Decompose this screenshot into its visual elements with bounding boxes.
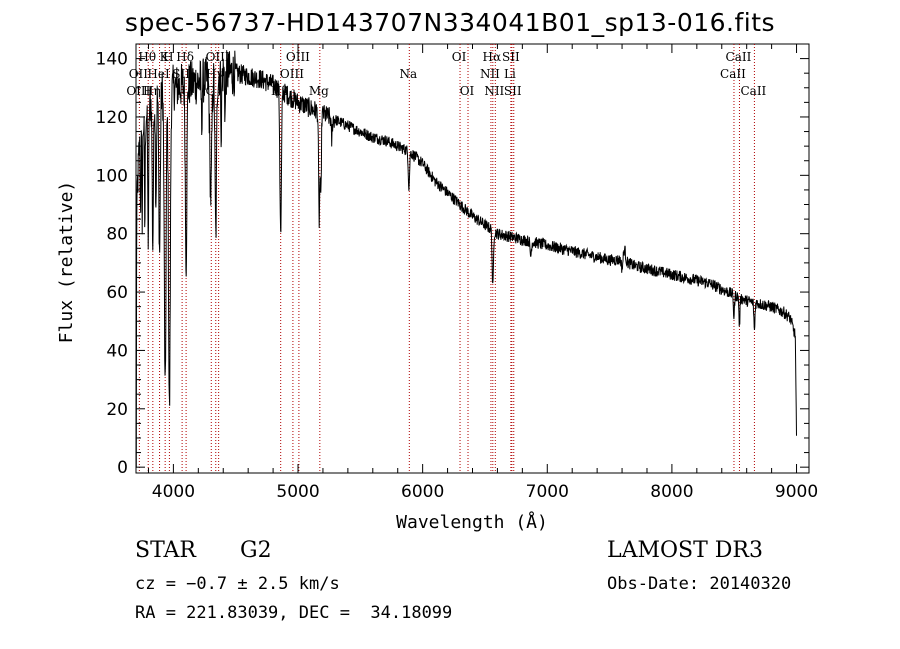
observation-date: Obs-Date: 20140320 [607, 574, 792, 594]
x-tick-label: 4000 [152, 482, 195, 502]
y-axis-label: Flux (relative) [56, 181, 77, 344]
line-label: HeI [147, 67, 170, 81]
line-label: CaII [726, 50, 752, 64]
y-tick-label: 60 [106, 283, 128, 303]
line-label: OIII [206, 50, 230, 64]
line-label: NII [480, 67, 500, 81]
line-label: OI [460, 84, 475, 98]
line-label: CaII [720, 67, 746, 81]
coordinates: RA = 221.83039, DEC = 34.18099 [135, 603, 453, 623]
survey-name: LAMOST DR3 [607, 538, 763, 563]
line-label: OII [129, 67, 149, 81]
y-tick-label: 140 [96, 50, 128, 70]
axis-tick-labels: 4000 5000 6000 7000 8000 9000 0 20 40 60 80 100 120 1… [96, 50, 819, 502]
line-label: OIII [286, 50, 310, 64]
line-label: OIII [280, 67, 304, 81]
line-label: Na [399, 67, 417, 81]
line-label: Li [504, 67, 516, 81]
y-tick-label: 40 [106, 341, 128, 361]
line-label: OI [452, 50, 467, 64]
line-label: CaII [740, 84, 766, 98]
emission-line-markers [138, 44, 755, 473]
y-tick-label: 0 [117, 458, 128, 478]
line-label: SII [504, 84, 522, 98]
line-label: G [205, 84, 215, 98]
y-tick-label: 120 [96, 108, 128, 128]
spectrum-series [135, 50, 797, 468]
line-label: Hθ [138, 50, 156, 64]
y-tick-label: 80 [106, 225, 128, 245]
chart-title: spec-56737-HD143707N334041B01_sp13-016.f… [124, 8, 776, 37]
x-tick-label: 8000 [650, 482, 693, 502]
y-tick-label: 20 [106, 400, 128, 420]
x-tick-label: 7000 [526, 482, 569, 502]
line-label: Hδ [176, 50, 194, 64]
line-label: OIII [126, 84, 150, 98]
line-label: Hα [483, 50, 502, 64]
x-tick-label: 6000 [401, 482, 444, 502]
x-tick-label: 9000 [775, 482, 818, 502]
redshift-velocity: cz = −0.7 ± 2.5 km/s [135, 574, 340, 594]
x-tick-label: 5000 [276, 482, 319, 502]
axis-ticks [136, 44, 809, 473]
spectral-subclass: G2 [240, 538, 272, 563]
line-label: H [163, 50, 173, 64]
plot-frame [135, 43, 810, 474]
line-label: SII [502, 50, 520, 64]
line-label: NII [484, 84, 504, 98]
line-label: Hη [143, 84, 161, 98]
spectrum-line [135, 50, 797, 468]
object-class: STAR [135, 538, 196, 563]
x-axis-label: Wavelength (Å) [396, 511, 548, 533]
line-label: Mg [309, 84, 329, 98]
line-label: K [160, 50, 170, 64]
y-tick-label: 100 [96, 166, 128, 186]
